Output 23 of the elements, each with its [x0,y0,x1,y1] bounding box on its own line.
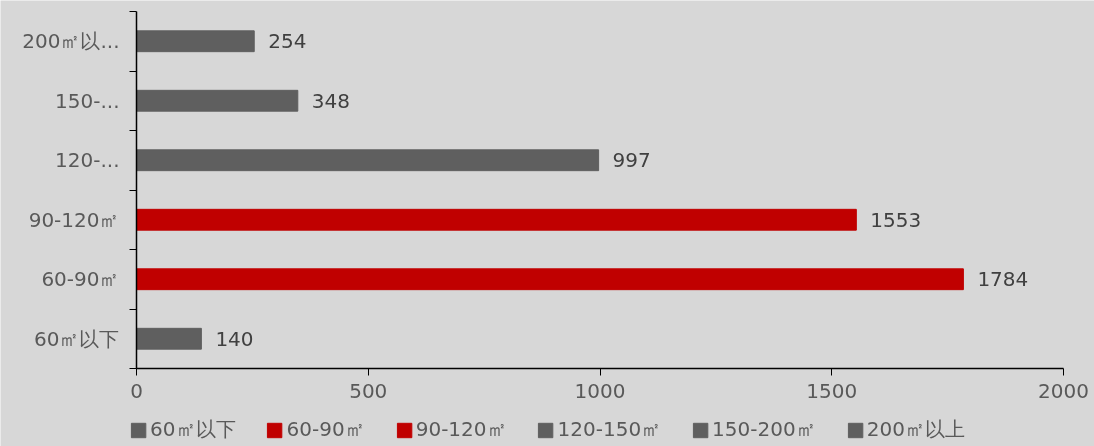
x-tick-label: 500 [349,378,388,403]
y-tick-label: 150-... [55,88,120,113]
data-label: 1553 [870,207,922,232]
data-label: 254 [268,29,307,54]
legend-label: 60㎡以下 [150,416,236,443]
data-label: 140 [215,326,254,351]
legend-label: 60-90㎡ [286,416,365,443]
legend-label: 90-120㎡ [415,416,507,443]
x-tick-label: 1500 [806,378,858,403]
legend-label: 150-200㎡ [712,416,816,443]
data-label: 1784 [977,267,1029,292]
x-tick-label: 0 [130,378,143,403]
x-tick-label: 2000 [1038,378,1089,403]
legend-label: 200㎡以上 [866,416,965,443]
y-tick-label: 60㎡以下 [34,326,120,351]
y-tick-label: 200㎡以... [22,29,120,54]
data-label: 348 [311,88,350,113]
y-tick-label: 60-90㎡ [41,267,120,292]
y-tick-label: 90-120㎡ [28,207,120,232]
legend-label: 120-150㎡ [557,416,662,443]
y-tick-label: 120-... [55,148,120,173]
x-tick-label: 1000 [574,378,626,403]
data-label: 997 [612,148,651,173]
